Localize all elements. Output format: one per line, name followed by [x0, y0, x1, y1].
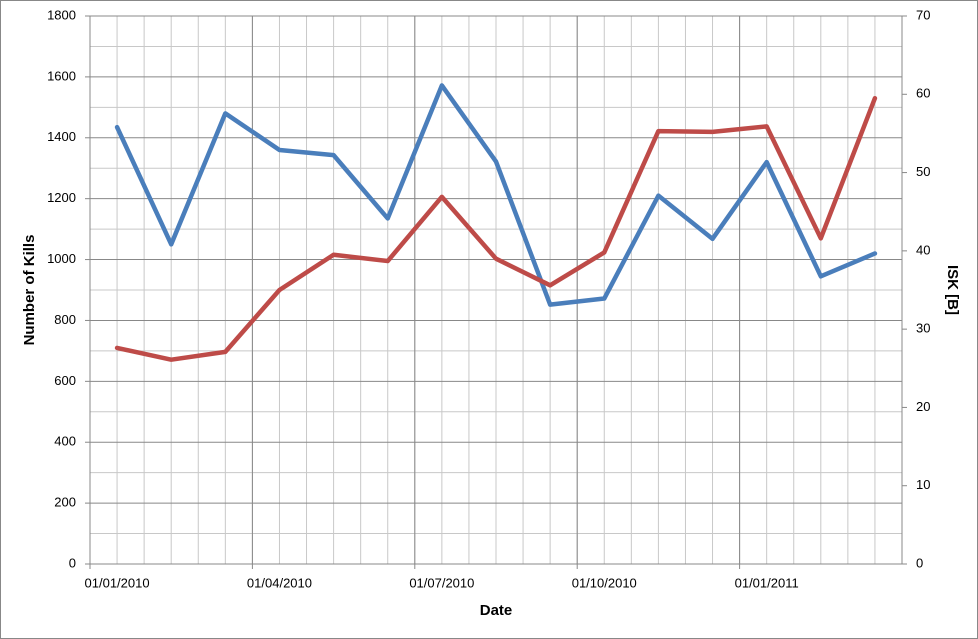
x-tick-label: 01/10/2010: [572, 575, 637, 590]
y-tick-label: 200: [54, 495, 76, 510]
y-tick-label: 1400: [47, 129, 76, 144]
x-tick-label: 01/01/2010: [85, 575, 150, 590]
x-tick-label: 01/01/2011: [735, 575, 799, 590]
y-tick-label: 0: [69, 555, 76, 570]
y-tick-label: 800: [54, 312, 76, 327]
series-line: [114, 95, 878, 362]
y-tick-label: 1200: [47, 190, 76, 205]
y-tick-label: 600: [54, 373, 76, 388]
y2-tick-label: 20: [916, 399, 930, 414]
y-tick-label: 1000: [47, 251, 76, 266]
y2-tick-label: 0: [916, 555, 923, 570]
y2-tick-label: 30: [916, 321, 930, 336]
x-axis-title: Date: [480, 602, 513, 619]
plot-border: [89, 15, 903, 565]
y2-tick-label: 10: [916, 477, 930, 492]
x-tick-label: 01/04/2010: [247, 575, 312, 590]
y-axis-title: Number of Kills: [21, 235, 38, 346]
y2-tick-label: 50: [916, 164, 930, 179]
y-tick-label: 400: [54, 434, 76, 449]
marks: [114, 83, 878, 362]
series-line: [114, 83, 878, 307]
y2-axis-title: ISK [B]: [944, 265, 961, 315]
x-tick-label: 01/07/2010: [409, 575, 474, 590]
y2-tick-label: 70: [916, 7, 930, 22]
y2-tick-label: 40: [916, 242, 930, 257]
y2-tick-label: 60: [916, 86, 930, 101]
y-tick-label: 1800: [47, 7, 76, 22]
y-tick-label: 1600: [47, 68, 76, 83]
